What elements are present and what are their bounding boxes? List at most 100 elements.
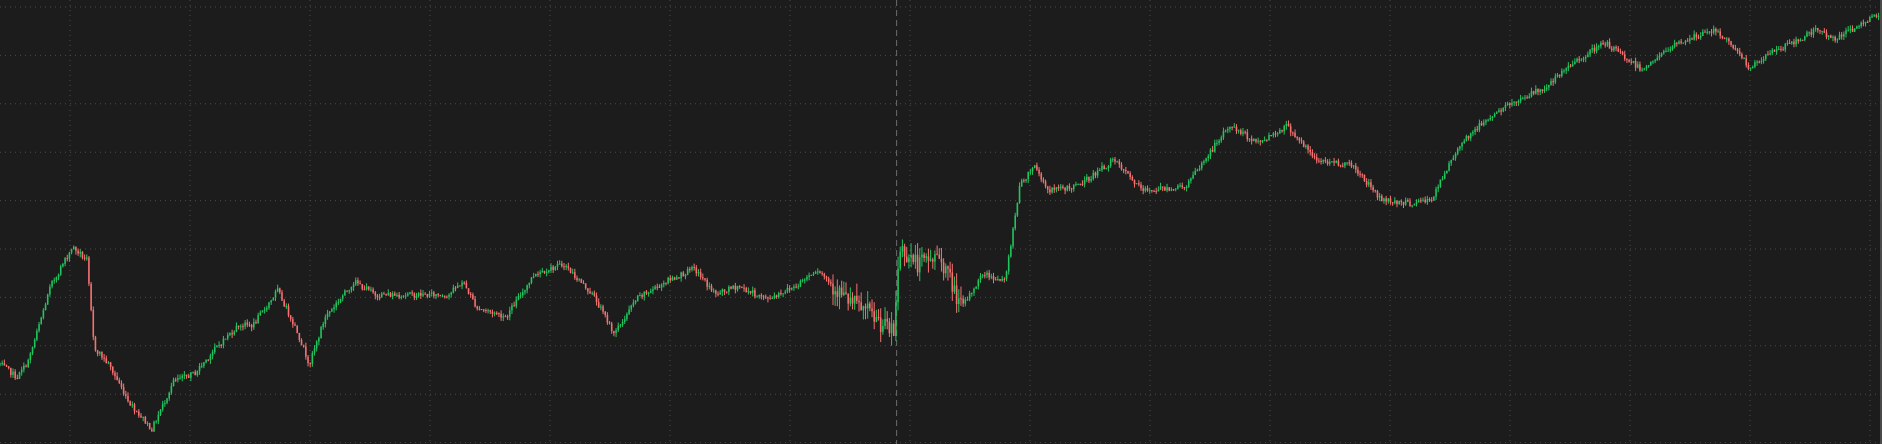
candle-body — [400, 296, 403, 298]
candle-body — [1378, 195, 1381, 198]
candle-body — [517, 296, 520, 300]
candle-body — [90, 283, 92, 310]
candle-body — [20, 369, 23, 373]
candle-body — [1467, 135, 1470, 139]
candles — [0, 12, 1880, 433]
candle-body — [263, 309, 266, 311]
candle-body — [1222, 131, 1225, 138]
candle-body — [1682, 42, 1685, 44]
candle-body — [1593, 48, 1596, 52]
candle-body — [684, 274, 687, 277]
candle-body — [66, 258, 69, 260]
candle-body — [623, 319, 626, 322]
candle-body — [1576, 58, 1578, 62]
candle-body — [927, 256, 930, 261]
candle-body — [1658, 55, 1661, 58]
candle-body — [482, 309, 485, 311]
candle-body — [1101, 165, 1103, 171]
candle-body — [200, 365, 203, 367]
candle-body — [498, 313, 500, 315]
candle-body — [112, 367, 114, 373]
candle-body — [1639, 64, 1641, 71]
candle-body — [415, 295, 418, 298]
candle-body — [426, 294, 429, 297]
candle-body — [764, 296, 767, 298]
candle-body — [315, 341, 318, 349]
candle-body — [1092, 172, 1095, 180]
candle-body — [1782, 49, 1784, 51]
candle-body — [1192, 174, 1194, 179]
candle-body — [723, 289, 726, 292]
candle-body — [1543, 89, 1546, 91]
candle-body — [1315, 157, 1318, 161]
candle-body — [888, 321, 891, 334]
candle-body — [1435, 188, 1437, 197]
candle-body — [918, 257, 921, 273]
candle-body — [1738, 51, 1741, 55]
candle-body — [1407, 200, 1409, 202]
candle-body — [719, 292, 721, 295]
candle-body — [567, 266, 570, 268]
candle-body — [1478, 123, 1481, 130]
candle-body — [420, 293, 422, 296]
candle-body — [294, 324, 296, 326]
candle-body — [1706, 31, 1708, 33]
candle-body — [879, 317, 882, 332]
candle-body — [925, 256, 928, 258]
candle-body — [164, 403, 166, 405]
candle-body — [233, 331, 236, 335]
candle-body — [1272, 133, 1275, 136]
candle-body — [433, 292, 435, 297]
candle-body — [1554, 76, 1557, 83]
candle-body — [1333, 161, 1335, 163]
candle-body — [1610, 48, 1613, 51]
candle-body — [1391, 202, 1394, 204]
candle-body — [1777, 48, 1780, 50]
candle-body — [81, 251, 84, 258]
candle-body — [170, 386, 173, 393]
candle-body — [754, 290, 756, 297]
candle-body — [118, 380, 121, 384]
candle-body — [643, 291, 646, 297]
candle-body — [183, 374, 186, 376]
candle-body — [1029, 171, 1032, 173]
candle-body — [1404, 200, 1407, 205]
candle-body — [1500, 110, 1502, 112]
candle-body — [656, 286, 659, 288]
candle-body — [1827, 35, 1830, 37]
candle-body — [621, 321, 624, 325]
candle-body — [691, 266, 693, 270]
candle-body — [1864, 21, 1867, 24]
candle-body — [866, 303, 869, 309]
candle-body — [446, 296, 448, 298]
candle-body — [1843, 34, 1845, 37]
candle-body — [1589, 49, 1591, 55]
candle-body — [1077, 183, 1079, 185]
candle-body — [359, 283, 361, 285]
candle-body — [187, 376, 190, 378]
candle-body — [1042, 179, 1045, 182]
candle-body — [272, 297, 275, 301]
candle-body — [1686, 40, 1689, 42]
candle-body — [25, 365, 27, 367]
candle-body — [1305, 145, 1307, 147]
candle-body — [960, 298, 962, 300]
candle-body — [1183, 187, 1186, 189]
candle-body — [1511, 102, 1513, 105]
candle-body — [710, 285, 713, 291]
candle-body — [702, 277, 704, 279]
candle-body — [1591, 48, 1594, 50]
candle-body — [1018, 186, 1021, 203]
candle-body — [448, 294, 450, 297]
candle-body — [1064, 187, 1066, 191]
candle-body — [1220, 137, 1223, 141]
candle-body — [608, 322, 611, 324]
candle-body — [942, 262, 945, 274]
candle-body — [1606, 41, 1609, 46]
candle-body — [1856, 26, 1858, 29]
candle-body — [185, 374, 188, 377]
candle-body — [311, 352, 314, 364]
candle-body — [814, 271, 817, 274]
candle-body — [1255, 139, 1257, 142]
candle-body — [1341, 165, 1344, 167]
